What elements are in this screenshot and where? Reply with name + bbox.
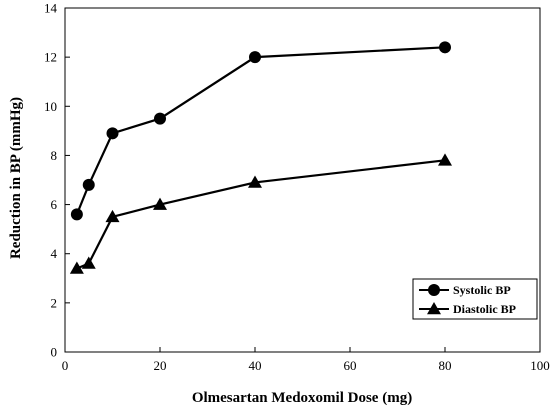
- axes: [64, 7, 541, 353]
- data-point: [438, 153, 452, 166]
- data-point: [105, 209, 120, 223]
- x-axis-title: Olmesartan Medoxomil Dose (mg): [192, 390, 412, 406]
- legend-marker: [427, 302, 441, 315]
- data-point: [249, 51, 261, 64]
- y-tick-label: 2: [51, 295, 58, 310]
- y-tick-label: 0: [51, 345, 58, 360]
- data-point: [153, 197, 167, 210]
- data-point: [69, 261, 84, 274]
- y-tick-label: 10: [44, 99, 57, 114]
- data-point: [248, 175, 262, 188]
- x-tick-label: 80: [439, 358, 452, 373]
- series-diastolic: [69, 153, 452, 274]
- data-point: [154, 112, 166, 125]
- x-tick-label: 0: [62, 358, 69, 373]
- series-layer: [69, 41, 452, 274]
- series-line: [75, 46, 446, 215]
- data-point: [439, 41, 451, 54]
- data-point: [81, 256, 96, 269]
- y-tick-label: 14: [44, 1, 58, 16]
- legend: Systolic BP Diastolic BP: [412, 278, 538, 320]
- legend-label: Systolic BP: [453, 283, 511, 297]
- y-tick-label: 6: [51, 197, 58, 212]
- plot-frame: [64, 7, 541, 353]
- x-tick-label: 40: [249, 358, 262, 373]
- x-tick-label: 60: [344, 358, 357, 373]
- data-point: [106, 127, 119, 140]
- y-tick-label: 8: [51, 148, 58, 163]
- legend-marker: [428, 284, 440, 296]
- x-tick-label: 20: [154, 358, 167, 373]
- x-tick-label: 100: [530, 358, 550, 373]
- data-point: [82, 178, 95, 191]
- series-line: [76, 159, 446, 270]
- y-tick-label: 4: [51, 246, 58, 261]
- series-systolic: [70, 41, 451, 221]
- tick-labels: 0 20 40 60 80 100 0 2 4 6 8 10 12 14: [44, 1, 550, 374]
- data-point: [70, 208, 83, 221]
- y-axis-title: Reduction in BP (mmHg): [8, 97, 24, 259]
- y-tick-label: 12: [44, 50, 57, 65]
- legend-label: Diastolic BP: [453, 302, 516, 316]
